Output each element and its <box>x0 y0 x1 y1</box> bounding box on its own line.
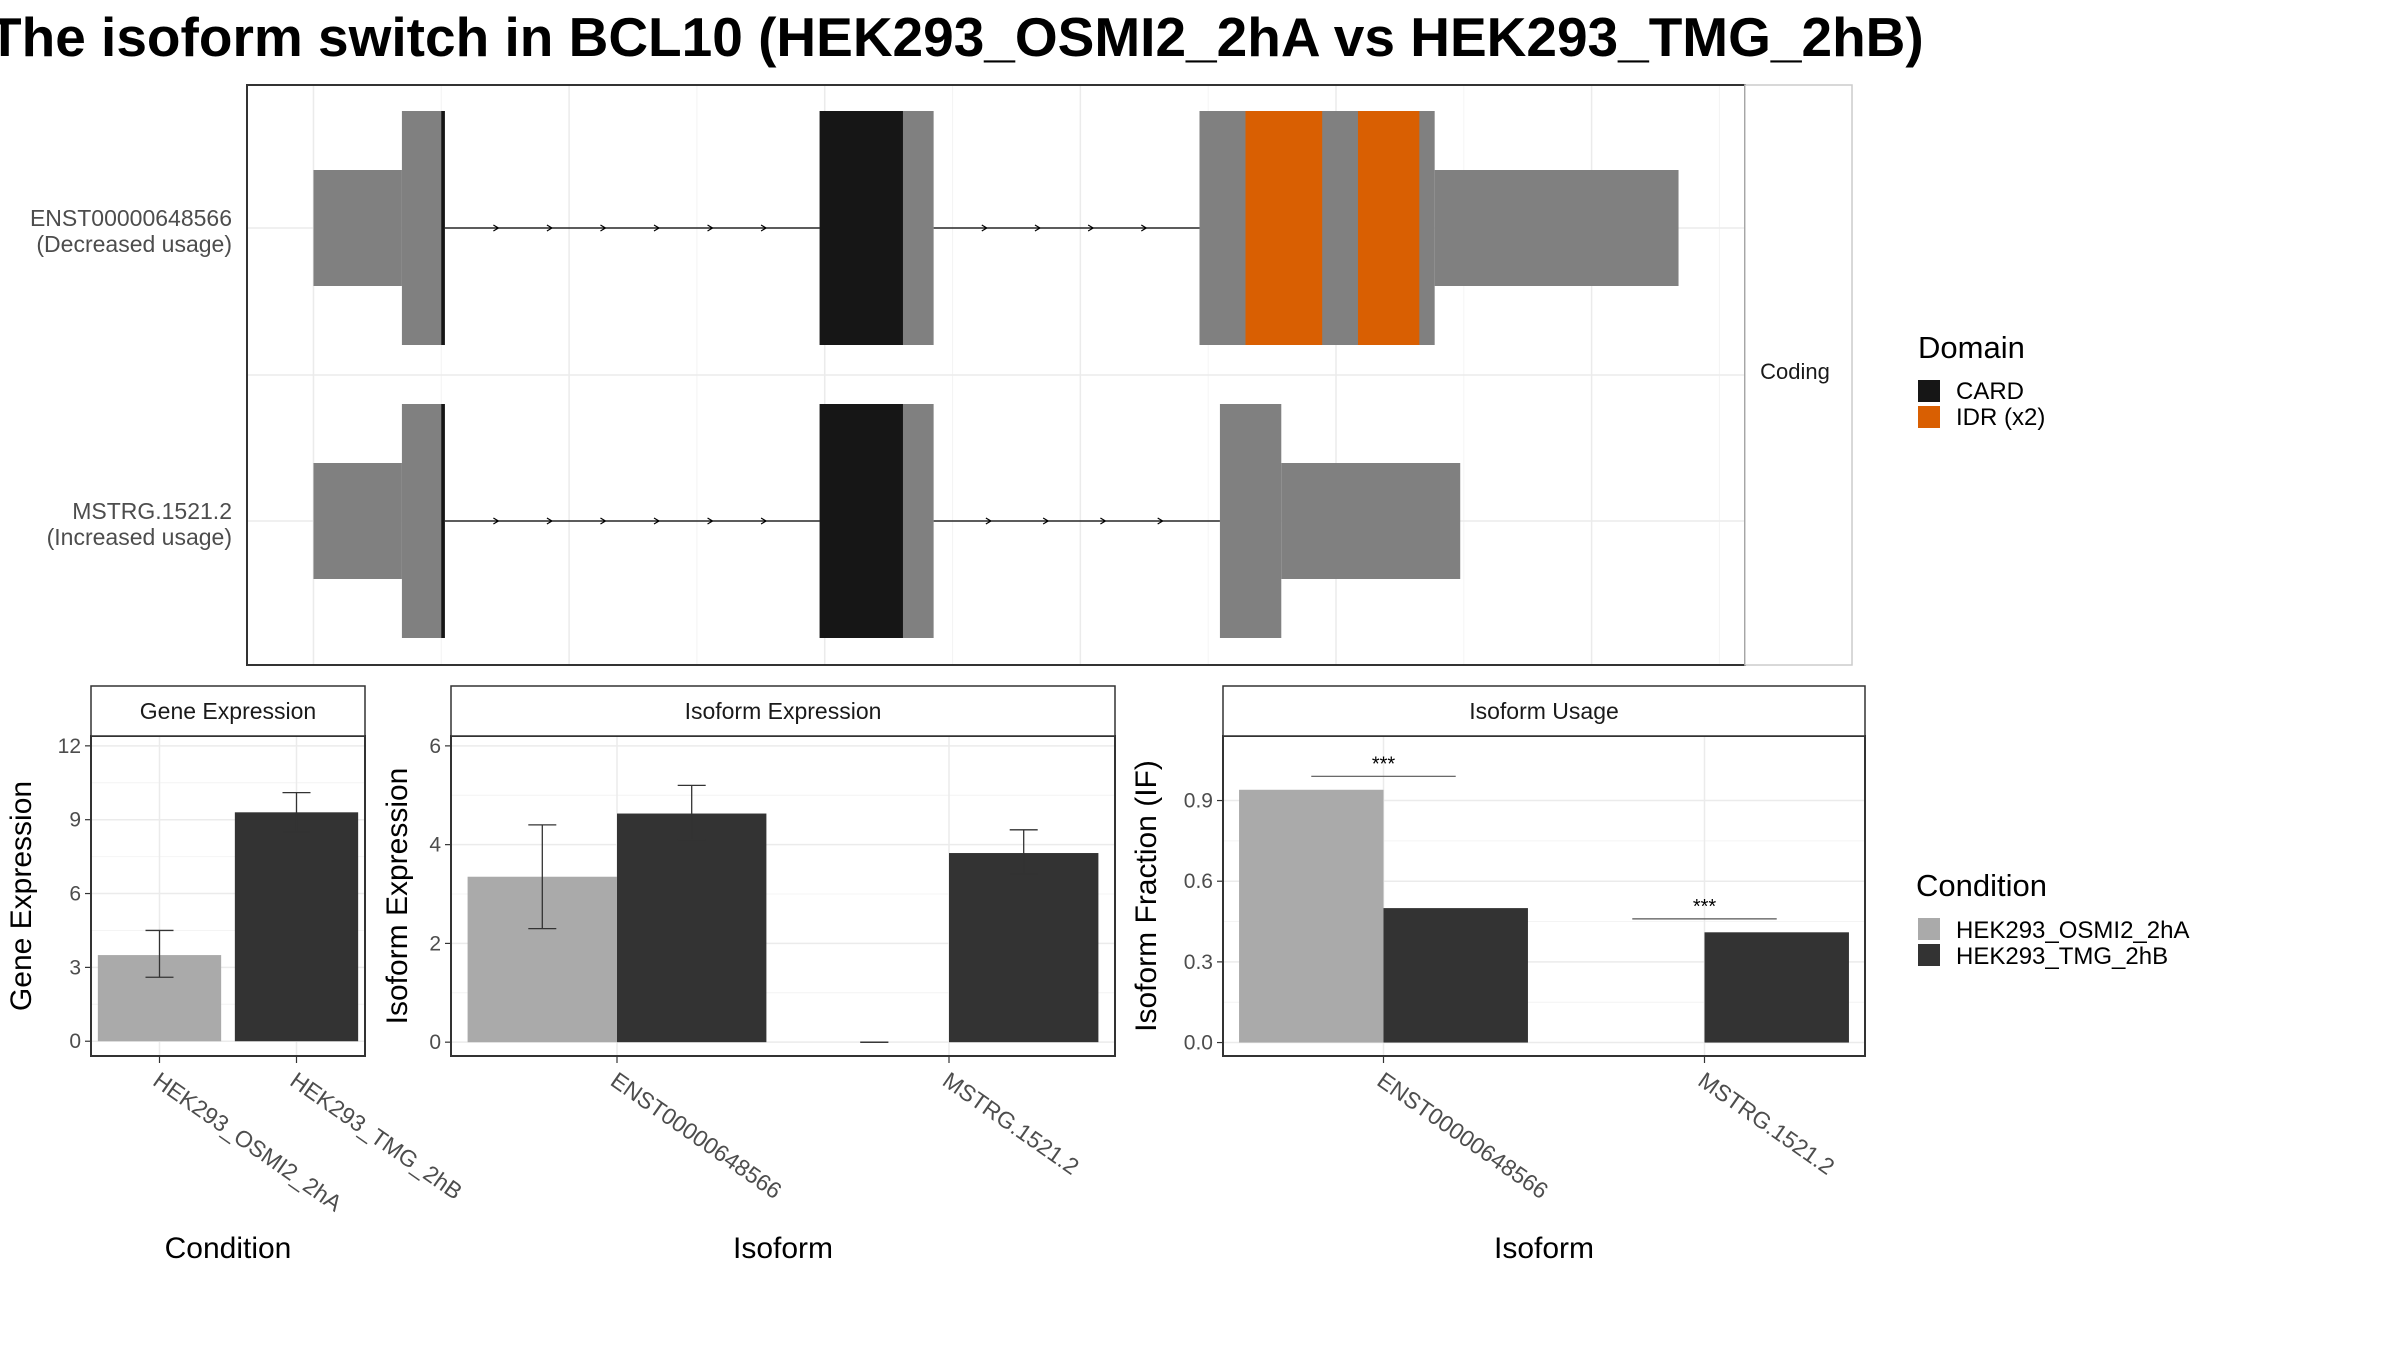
condition-legend: Condition HEK293_OSMI2_2hA HEK293_TMG_2h… <box>1916 868 2189 970</box>
isoform-label-usage: (Decreased usage) <box>36 231 232 257</box>
y-tick-label: 0.3 <box>1184 951 1213 974</box>
legend-swatch-card <box>1918 380 1940 402</box>
domain-card <box>441 404 445 638</box>
condition-legend-title: Condition <box>1916 868 2047 903</box>
utr-exon <box>313 170 402 286</box>
coding-exon <box>401 111 445 345</box>
figure-title: The isoform switch in BCL10 (HEK293_OSMI… <box>0 6 1924 68</box>
facet-strip-title: Isoform Expression <box>685 698 882 724</box>
y-tick-label: 0.9 <box>1184 790 1213 813</box>
intron-direction-arrow <box>707 224 714 232</box>
domain-legend: Domain CARD IDR (x2) <box>1918 330 2045 431</box>
significance-stars: *** <box>1372 753 1396 775</box>
intron-direction-arrow <box>1100 517 1107 525</box>
isoform-usage-chart: 0.0 0.3 0.6 0.9 *** *** Isoform Usage ENST00000… <box>1130 685 1866 1265</box>
intron-direction-arrow <box>653 224 661 232</box>
y-tick-label: 0.0 <box>1184 1032 1213 1055</box>
bar <box>1704 932 1849 1043</box>
y-tick-label: 0 <box>429 1031 441 1054</box>
intron-direction-arrow <box>546 224 554 232</box>
isoform-expression-chart: 0 2 4 6 Isoform Expression ENST00000648566 MST… <box>381 685 1116 1265</box>
intron-direction-arrow <box>985 517 993 525</box>
y-axis-title: Isoform Fraction (IF) <box>1130 760 1163 1032</box>
x-axis-title: Isoform <box>733 1232 833 1265</box>
x-axis-title: Isoform <box>1494 1232 1594 1265</box>
x-tick-label: ENST00000648566 <box>1373 1067 1553 1204</box>
domain-card <box>819 404 903 638</box>
bar <box>234 812 359 1042</box>
intron-direction-arrow <box>546 517 554 525</box>
y-tick-label: 6 <box>69 883 81 906</box>
y-tick-label: 0 <box>69 1030 81 1053</box>
legend-swatch-cond-b <box>1918 944 1940 966</box>
legend-label-idr: IDR (x2) <box>1956 404 2045 431</box>
bar <box>1383 908 1528 1043</box>
y-tick-label: 4 <box>429 834 441 857</box>
domain-card <box>819 111 903 345</box>
structure-facet-strip <box>1744 84 1853 666</box>
y-axis-title: Isoform Expression <box>381 768 414 1025</box>
bar <box>617 813 767 1043</box>
intron-direction-arrow <box>1042 517 1050 525</box>
intron-direction-arrow <box>1141 224 1148 232</box>
isoform-label-name: ENST00000648566 <box>30 205 232 231</box>
domain-legend-title: Domain <box>1918 330 2025 365</box>
intron-direction-arrow <box>760 224 768 232</box>
intron-direction-arrow <box>1087 224 1095 232</box>
x-tick-label: MSTRG.1521.2 <box>938 1067 1084 1180</box>
transcript-structure-panel: ENST00000648566(Decreased usage) MSTRG.15… <box>30 84 1853 666</box>
coding-exon <box>1219 404 1282 638</box>
y-tick-label: 0.6 <box>1184 870 1213 893</box>
legend-label-card: CARD <box>1956 378 2024 405</box>
bar <box>949 853 1099 1043</box>
intron-direction-arrow <box>493 224 500 232</box>
y-tick-label: 2 <box>429 932 441 955</box>
x-axis-title: Condition <box>165 1232 292 1265</box>
facet-strip <box>90 685 366 737</box>
intron-direction-arrow <box>600 224 607 232</box>
legend-label-cond-a: HEK293_OSMI2_2hA <box>1956 917 2189 944</box>
legend-swatch-cond-a <box>1918 918 1940 940</box>
y-axis-title: Gene Expression <box>5 781 38 1011</box>
y-tick-label: 9 <box>69 809 81 832</box>
significance-stars: *** <box>1693 896 1717 918</box>
intron-direction-arrow <box>653 517 661 525</box>
y-tick-label: 3 <box>69 956 81 979</box>
intron-direction-arrow <box>493 517 500 525</box>
domain-idr <box>1357 111 1420 345</box>
facet-strip-title: Gene Expression <box>140 698 316 724</box>
x-tick-label: ENST00000648566 <box>606 1067 786 1204</box>
facet-strip-title: Isoform Usage <box>1469 698 1619 724</box>
intron-direction-arrow <box>760 517 768 525</box>
x-tick-label: MSTRG.1521.2 <box>1694 1067 1840 1180</box>
y-tick-label: 6 <box>429 735 441 758</box>
isoform-label-usage: (Increased usage) <box>47 524 232 550</box>
isoform-label-name: MSTRG.1521.2 <box>72 498 232 524</box>
facet-strip <box>450 685 1116 737</box>
domain-idr <box>1245 111 1323 345</box>
utr-exon <box>313 463 402 579</box>
legend-label-cond-b: HEK293_TMG_2hB <box>1956 943 2168 970</box>
intron-direction-arrow <box>1157 517 1164 525</box>
utr-exon <box>1434 170 1679 286</box>
structure-strip-label: Coding <box>1760 359 1830 384</box>
intron-direction-arrow <box>707 517 714 525</box>
intron-direction-arrow <box>600 517 607 525</box>
coding-exon <box>401 404 445 638</box>
y-tick-label: 12 <box>58 735 81 758</box>
intron-direction-arrow <box>981 224 988 232</box>
facet-strip <box>1222 685 1866 737</box>
utr-exon <box>1281 463 1461 579</box>
domain-card <box>441 111 445 345</box>
legend-swatch-idr <box>1918 406 1940 428</box>
intron-direction-arrow <box>1034 224 1042 232</box>
bar <box>1239 789 1384 1043</box>
